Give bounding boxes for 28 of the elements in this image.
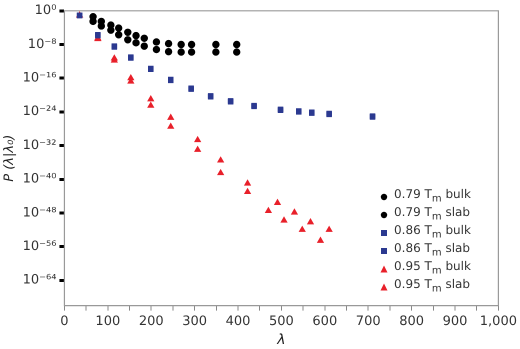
y-tick-label: 10⁰ — [34, 3, 56, 18]
y-tick-label: 10⁻⁴⁸ — [22, 205, 56, 220]
x-tick-label: 300 — [182, 314, 208, 329]
x-tick-label: 400 — [226, 314, 250, 329]
y-tick-label: 10⁻¹⁶ — [22, 70, 56, 86]
legend-label: 0.86 T$_{m}$ slab — [394, 241, 470, 259]
x-tick-label: 0 — [60, 314, 69, 329]
x-tick-label: 1,000 — [480, 314, 517, 329]
legend-label: 0.95 T$_{m}$ bulk — [394, 259, 471, 277]
x-tick-label: 600 — [312, 314, 338, 329]
y-tick-label: 10⁻²⁴ — [22, 104, 56, 120]
y-tick-label: 10⁻⁸ — [28, 36, 56, 52]
x-tick-label: 500 — [268, 314, 294, 329]
legend-label: 0.86 T$_{m}$ bulk — [394, 223, 471, 241]
y-tick-label: 10⁻⁵⁶ — [22, 239, 56, 254]
x-tick-label: 800 — [399, 314, 424, 329]
y-tick-label: 10⁻⁴⁰ — [22, 172, 56, 187]
x-tick-label: 900 — [442, 314, 468, 329]
y-axis-title: P (λ|λ₀) — [2, 134, 18, 182]
legend-label: 0.95 T$_{m}$ slab — [394, 276, 470, 297]
x-tick-label: 200 — [138, 314, 164, 329]
legend-label: 0.79 T$_{m}$ bulk — [394, 187, 471, 205]
y-tick-label: 10⁻³² — [22, 138, 56, 153]
x-tick-label: 100 — [95, 314, 120, 329]
x-axis-title: λ — [276, 332, 286, 348]
legend-label: 0.79 T$_{m}$ slab — [394, 205, 470, 223]
x-tick-label: 700 — [356, 314, 381, 329]
y-tick-label: 10⁻⁶⁴ — [22, 272, 56, 288]
